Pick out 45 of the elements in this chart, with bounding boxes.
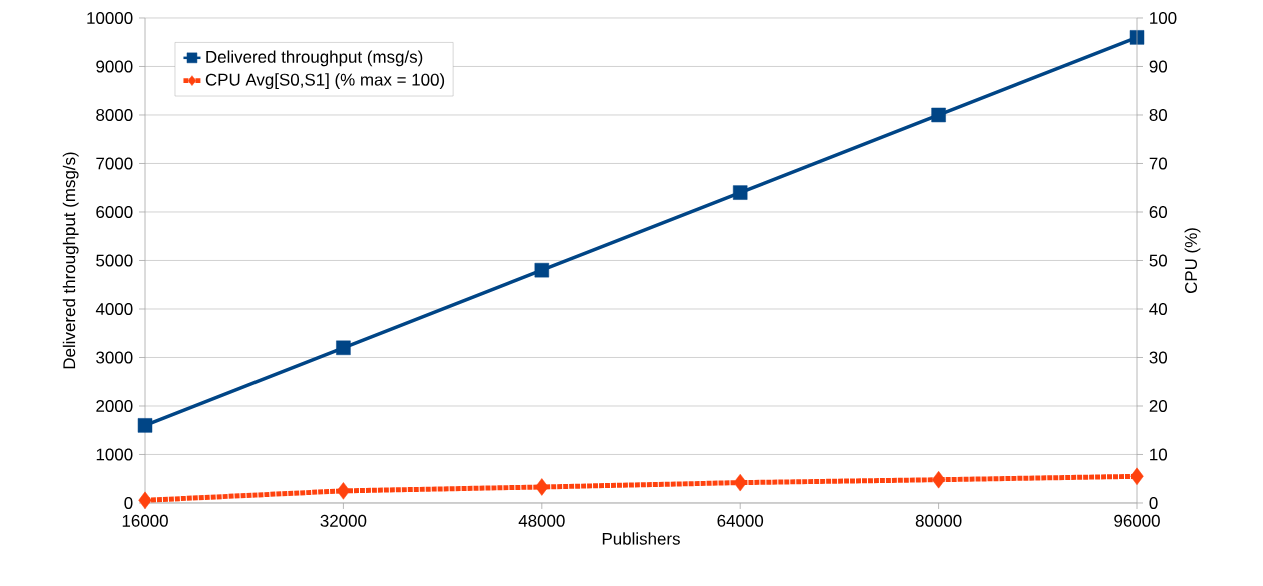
y-tick-label: 5000	[96, 254, 133, 267]
point	[1129, 30, 1145, 45]
y-tick-label: 10000	[87, 11, 133, 24]
point	[932, 470, 946, 489]
legend-label: CPU Avg[S0,S1] (% max = 100)	[205, 73, 445, 90]
y-tick-label: 7000	[96, 157, 133, 170]
point	[336, 482, 351, 500]
legend-label: Delivered throughput (msg/s)	[206, 50, 423, 67]
y2-tick-label: 30	[1149, 351, 1168, 364]
x-axis-title: Publishers	[602, 532, 680, 545]
y2-tick-label: 20	[1149, 399, 1168, 412]
y2-tick-label: 0	[1149, 496, 1158, 509]
x-tick-label: 16000	[122, 514, 168, 527]
x-tick-label: 48000	[518, 514, 565, 527]
point	[534, 262, 550, 278]
x-tick-label: 96000	[1114, 514, 1160, 527]
y2-tick-label: 40	[1149, 302, 1168, 315]
x-tick-label: 32000	[320, 514, 367, 527]
y2-tick-label: 70	[1149, 157, 1168, 170]
point	[1130, 467, 1144, 486]
point	[137, 418, 153, 433]
x-tick-label: 80000	[915, 514, 962, 527]
y-axis-title: Delivered throughput (msg/s)	[62, 152, 79, 369]
y2-tick-label: 50	[1149, 254, 1168, 267]
point	[931, 107, 946, 123]
y-tick-label: 1000	[96, 448, 133, 461]
point	[535, 478, 549, 496]
y2-tick-label: 80	[1149, 108, 1168, 121]
y-tick-label: 3000	[96, 351, 133, 364]
y2-axis-title: CPU (%)	[1184, 228, 1201, 294]
y-tick-label: 6000	[96, 205, 133, 218]
y-tick-label: 0	[124, 496, 133, 509]
point	[336, 340, 351, 356]
y2-tick-label: 100	[1150, 11, 1177, 24]
y2-tick-label: 90	[1149, 60, 1168, 73]
point	[733, 473, 747, 492]
point	[138, 491, 152, 510]
y-tick-label: 2000	[96, 399, 133, 412]
y-tick-label: 4000	[95, 302, 133, 315]
y-tick-label: 8000	[96, 108, 133, 121]
y2-tick-label: 10	[1150, 448, 1168, 461]
y2-tick-label: 60	[1149, 205, 1168, 218]
y-tick-label: 9000	[96, 60, 133, 73]
point	[732, 185, 748, 200]
x-tick-label: 64000	[717, 514, 764, 527]
